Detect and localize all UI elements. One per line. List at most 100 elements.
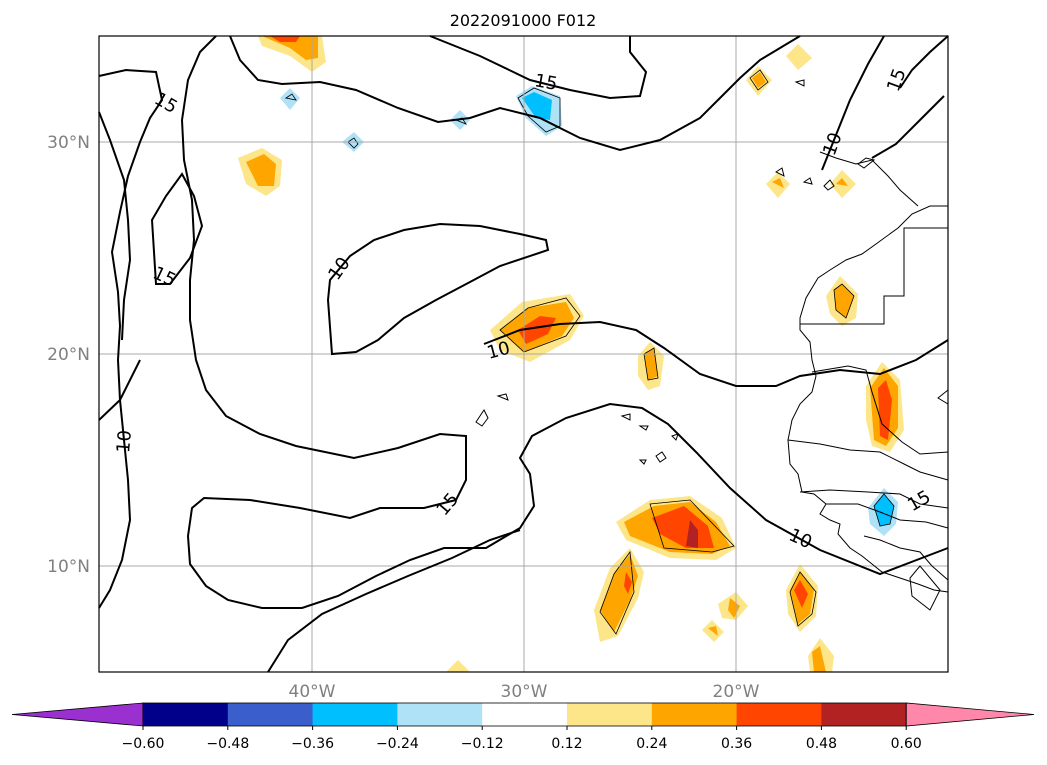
colorbar-tick-label: −0.24 [376, 736, 419, 752]
colorbar-tick-label: 0.60 [891, 736, 922, 752]
contour-line [98, 68, 164, 609]
field-patch [794, 580, 808, 608]
map-area: 15 15 15 10 10 15 10 10 15 10 15 [98, 35, 949, 673]
colorbar-tick-label: 0.12 [551, 736, 582, 752]
field-patch [624, 572, 632, 594]
field-outline [789, 571, 817, 627]
contour-line [180, 35, 949, 609]
field-patch [246, 154, 276, 186]
border [826, 503, 949, 529]
field-patch [270, 36, 300, 42]
island [671, 433, 679, 441]
field-patch [686, 520, 698, 548]
island [775, 167, 785, 177]
colorbar: −0.60 −0.48 −0.36 −0.24 −0.12 0.12 0.24 0.36 0.4… [11, 702, 1035, 752]
colorbar-segment [312, 703, 398, 726]
contour-label: 10 [113, 429, 136, 454]
contour-label: 15 [533, 70, 559, 95]
longitude-labels: 40°W 30°W 20°W [289, 682, 760, 702]
field-patch [644, 348, 658, 380]
colorbar-tick-label: 0.48 [806, 736, 837, 752]
contour-lines [98, 35, 949, 673]
contour-line [429, 35, 648, 100]
field-patch [600, 554, 638, 632]
map-frame [98, 35, 949, 673]
contour-line [98, 359, 141, 421]
contour-line [150, 172, 204, 285]
colorbar-tick-label: −0.48 [206, 736, 249, 752]
colorbar-extend-high [905, 702, 1035, 727]
field-outline [643, 347, 659, 381]
border [787, 439, 949, 481]
field-outline [347, 137, 359, 149]
field-patch [446, 660, 470, 672]
colorbar-segment [397, 703, 483, 726]
field-patch [878, 380, 892, 440]
colorbar-tick-label: −0.60 [122, 736, 165, 752]
field-patch [874, 494, 894, 526]
field-patch [752, 72, 766, 88]
border [800, 227, 948, 325]
colorbar-tick-label: 0.24 [636, 736, 667, 752]
coastlines [475, 79, 949, 611]
lon-label: 30°W [501, 682, 548, 702]
island [857, 157, 876, 169]
contour-line [483, 320, 949, 387]
field-outline [649, 499, 735, 553]
contour-line [267, 529, 521, 673]
field-patch [786, 44, 812, 70]
field-outline [284, 93, 297, 101]
field-patch [518, 316, 556, 344]
island [475, 409, 489, 427]
field-patch [262, 36, 318, 60]
colorbar-tick-label: −0.36 [291, 736, 334, 752]
latitude-labels: 30°N 20°N 10°N [47, 133, 90, 577]
field-patch [522, 92, 552, 120]
contour-line [98, 111, 132, 341]
map-title: 2022091000 F012 [450, 11, 597, 30]
island [620, 413, 631, 421]
border [863, 535, 949, 581]
colorbar-segment [227, 703, 314, 726]
field-outline [873, 493, 895, 527]
field-patch [728, 598, 740, 618]
field-patch [836, 178, 848, 186]
graticule [99, 36, 948, 672]
colorbar-segment [821, 703, 907, 726]
lon-label: 40°W [289, 682, 336, 702]
colorbar-segment [143, 703, 229, 726]
contour-line [229, 35, 801, 152]
field-outline [599, 550, 635, 635]
colorbar-extend-low [11, 702, 144, 727]
island [496, 393, 509, 401]
colorbar-segment [736, 703, 822, 726]
colorbar-segment [482, 703, 568, 726]
africa-coast [787, 205, 949, 593]
island [794, 79, 805, 87]
contour-line [899, 35, 949, 89]
field-patch [812, 646, 826, 672]
lat-label: 10°N [47, 557, 90, 577]
island [823, 179, 835, 191]
island [638, 459, 647, 465]
field-patch [652, 506, 714, 548]
lat-label: 30°N [47, 133, 90, 153]
colorbar-outline [142, 702, 907, 727]
colorbar-tick-label: 0.36 [721, 736, 752, 752]
field-patch [708, 626, 718, 636]
field-outline [833, 283, 855, 319]
colorbar-segment [651, 703, 738, 726]
field-outline [749, 69, 769, 91]
contour-line [326, 222, 550, 356]
border [811, 365, 949, 455]
lon-label: 20°W [713, 682, 760, 702]
contour-line [821, 35, 885, 171]
border [799, 489, 949, 509]
island [802, 177, 813, 185]
shaded-anomaly-fields [238, 36, 904, 672]
colorbar-tick-label: −0.12 [461, 736, 504, 752]
island [655, 451, 667, 463]
field-patch [772, 178, 784, 188]
lat-label: 20°N [47, 345, 90, 365]
